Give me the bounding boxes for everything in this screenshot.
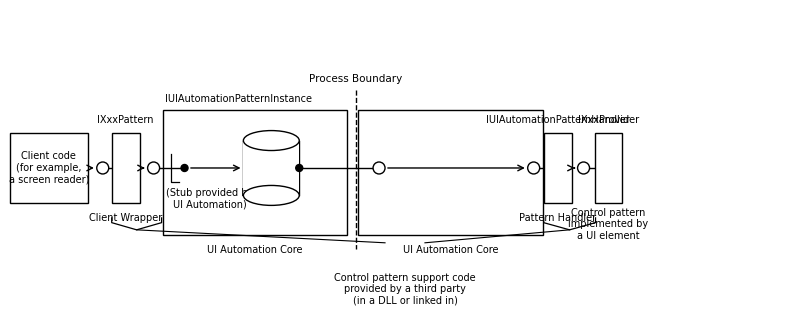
Circle shape bbox=[296, 164, 303, 172]
Text: Client Wrapper: Client Wrapper bbox=[89, 213, 163, 223]
Circle shape bbox=[373, 162, 385, 174]
Circle shape bbox=[527, 162, 540, 174]
Ellipse shape bbox=[244, 185, 299, 205]
Text: Control pattern support code
provided by a third party
(in a DLL or linked in): Control pattern support code provided by… bbox=[334, 273, 476, 306]
Circle shape bbox=[147, 162, 159, 174]
Text: IUIAutomationPatternHandler: IUIAutomationPatternHandler bbox=[485, 115, 629, 125]
Bar bbox=[112, 133, 140, 203]
Circle shape bbox=[181, 164, 188, 172]
Text: UI Automation Core: UI Automation Core bbox=[207, 245, 303, 255]
Text: Pattern Handler: Pattern Handler bbox=[519, 213, 596, 223]
Bar bbox=[10, 133, 87, 203]
Text: (Stub provided by
UI Automation): (Stub provided by UI Automation) bbox=[166, 188, 253, 210]
Bar bbox=[358, 110, 543, 235]
Text: IXxxProvider: IXxxProvider bbox=[578, 115, 639, 125]
Text: Control pattern
implemented by
a UI element: Control pattern implemented by a UI elem… bbox=[569, 208, 649, 241]
Text: IXxxPattern: IXxxPattern bbox=[97, 115, 154, 125]
Bar bbox=[244, 141, 299, 195]
Bar bbox=[544, 133, 572, 203]
Text: Process Boundary: Process Boundary bbox=[310, 74, 403, 84]
Bar bbox=[163, 110, 347, 235]
Bar bbox=[595, 133, 622, 203]
Ellipse shape bbox=[244, 130, 299, 151]
Text: UI Automation Core: UI Automation Core bbox=[403, 245, 498, 255]
Circle shape bbox=[97, 162, 108, 174]
Circle shape bbox=[578, 162, 590, 174]
Text: IUIAutomationPatternInstance: IUIAutomationPatternInstance bbox=[164, 94, 311, 104]
Text: Client code
(for example,
a screen reader): Client code (for example, a screen reade… bbox=[9, 151, 89, 184]
